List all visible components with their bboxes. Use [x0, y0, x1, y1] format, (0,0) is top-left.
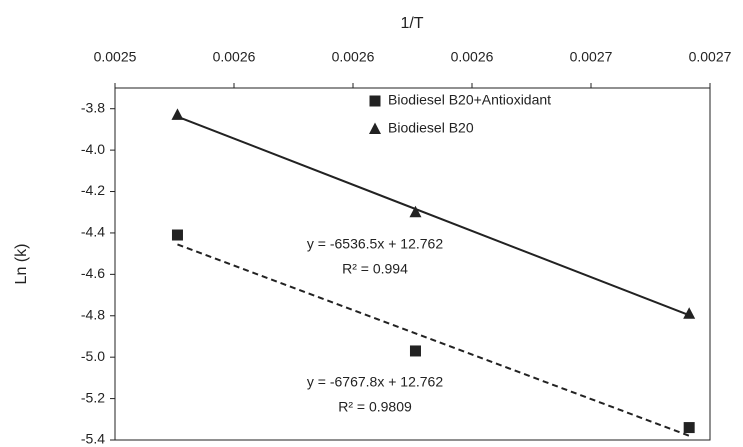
- y-tick-label: -4.2: [81, 182, 105, 198]
- annotation: y = -6767.8x + 12.762: [307, 374, 443, 390]
- annotation: R² = 0.9809: [338, 399, 412, 415]
- x-tick-label: 0.0027: [689, 49, 732, 65]
- y-tick-label: -3.8: [81, 99, 105, 115]
- legend-label: Biodiesel B20+Antioxidant: [388, 92, 551, 108]
- x-tick-label: 0.0026: [332, 49, 375, 65]
- x-tick-label: 0.0025: [94, 49, 137, 65]
- y-tick-label: -4.6: [81, 265, 105, 281]
- x-tick-label: 0.0026: [451, 49, 494, 65]
- y-tick-label: -5.0: [81, 348, 105, 364]
- point: [683, 422, 695, 434]
- point: [409, 205, 422, 218]
- y-tick-label: -4.8: [81, 306, 105, 322]
- y-tick-label: -5.2: [81, 389, 105, 405]
- legend-label: Biodiesel B20: [388, 120, 474, 136]
- x-tick-label: 0.0026: [213, 49, 256, 65]
- annotation: y = -6536.5x + 12.762: [307, 236, 443, 252]
- point: [171, 229, 183, 241]
- point: [409, 345, 421, 357]
- plot-frame: [114, 87, 711, 441]
- trendline: [177, 115, 690, 317]
- annotation: R² = 0.994: [342, 261, 408, 277]
- x-tick-label: 0.0027: [570, 49, 613, 65]
- point: [683, 307, 696, 319]
- x-axis-title: 1/T: [400, 15, 423, 32]
- legend-marker: [369, 95, 381, 107]
- legend-marker: [369, 122, 381, 134]
- trendline: [177, 243, 690, 437]
- point: [171, 108, 184, 120]
- y-tick-label: -4.0: [81, 141, 105, 157]
- y-axis-title: Ln (k): [13, 244, 30, 285]
- y-tick-label: -4.4: [81, 224, 105, 240]
- y-tick-label: -5.4: [81, 431, 105, 447]
